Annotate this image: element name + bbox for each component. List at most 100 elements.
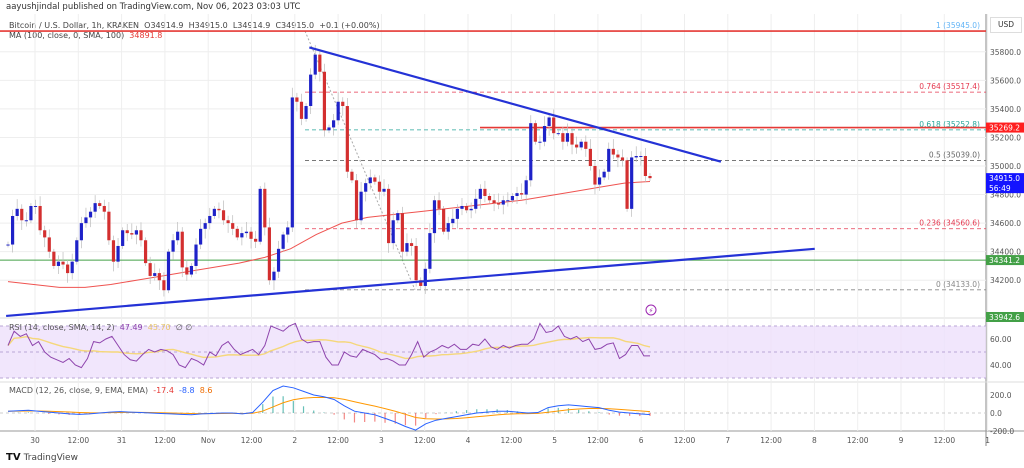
price-tick-label: 35200.0: [990, 133, 1021, 142]
candle-up: [33, 205, 38, 207]
time-tick-label: 12:00: [414, 436, 436, 445]
candle-up: [396, 213, 400, 221]
candle-up: [134, 230, 138, 235]
candle-up: [542, 126, 547, 142]
candle-down: [254, 238, 258, 242]
candle-down: [102, 205, 106, 212]
brand-name: TradingView: [23, 452, 78, 463]
candle-down: [593, 166, 597, 185]
candle-down: [483, 188, 487, 196]
candle-up: [258, 188, 262, 242]
candle-down: [552, 117, 556, 134]
candle-down: [47, 237, 51, 252]
ma-label[interactable]: MA (100, close, 0, SMA, 100): [9, 31, 125, 40]
price-tick-label: 35400.0: [990, 105, 1021, 114]
time-tick-label: 12:00: [587, 436, 609, 445]
macd-label[interactable]: MACD (12, 26, close, 9, EMA, EMA): [9, 386, 149, 395]
macd-signal-line: [7, 396, 651, 420]
candle-up: [556, 133, 560, 135]
candle-down: [570, 133, 574, 145]
candle-up: [286, 227, 290, 235]
fib-level-label: 0 (34133.0): [936, 280, 980, 289]
candle-up: [93, 203, 97, 212]
candle-down: [377, 181, 382, 192]
time-tick-label: 8: [812, 436, 817, 445]
candle-down: [442, 208, 446, 232]
candle-down: [497, 203, 501, 205]
candle-up: [240, 233, 244, 238]
candle-down: [625, 160, 629, 209]
macd-line-legend: -8.8: [179, 386, 195, 395]
publisher-caption: aayushjindal published on TradingView.co…: [6, 2, 301, 12]
candle-down: [373, 177, 377, 182]
rsi-ma-value: 45.70: [147, 323, 171, 332]
candle-down: [520, 193, 524, 195]
candle-up: [171, 240, 175, 252]
time-tick-label: Nov: [201, 436, 216, 445]
macd-line: [7, 385, 651, 431]
candle-up: [6, 244, 10, 246]
candle-up: [382, 188, 386, 192]
candle-down: [299, 101, 304, 119]
candle-down: [221, 210, 226, 221]
rsi-tick-label: 40.00: [990, 361, 1012, 370]
symbol-name[interactable]: Bitcoin / U.S. Dollar, 1h, KRAKEN: [9, 21, 140, 30]
candle-down: [575, 144, 579, 148]
candle-down: [616, 154, 620, 158]
rsi-legend: RSI (14, close, SMA, 14, 2) 47.49 45.70 …: [9, 323, 192, 332]
candle-up: [423, 268, 427, 286]
candle-up: [24, 220, 28, 222]
time-tick-label: 1: [985, 436, 990, 445]
candle-up: [153, 273, 157, 276]
candle-down: [419, 280, 423, 286]
candle-up: [276, 248, 281, 272]
candle-up: [116, 245, 120, 262]
rsi-extra: ∅ ∅: [175, 323, 193, 332]
candle-down: [98, 203, 102, 206]
macd-signal-legend: 8.6: [199, 386, 213, 395]
candle-up: [432, 200, 437, 234]
candle-down: [226, 220, 230, 224]
candle-up: [272, 271, 276, 281]
candle-down: [588, 148, 592, 166]
candle-up: [565, 133, 570, 142]
fib-level-label: 0.764 (35517.4): [919, 82, 980, 91]
candle-down: [643, 156, 648, 176]
ma-value: 34891.8: [129, 31, 163, 40]
macd-tick-label: 0.0: [990, 409, 1002, 418]
time-tick-label: 5: [552, 436, 557, 445]
candle-up: [336, 101, 340, 121]
candle-up: [639, 156, 643, 158]
fib-level-label: 1 (35945.0): [936, 21, 980, 30]
candle-up: [368, 177, 372, 184]
candle-up: [460, 205, 464, 209]
candle-down: [185, 267, 189, 275]
fib-level-label: 0.5 (35039.0): [929, 150, 980, 159]
lightning-icon: [645, 304, 657, 316]
candle-up: [469, 208, 473, 211]
candle-down: [130, 233, 134, 235]
tradingview-logo[interactable]: TV TradingView: [6, 452, 78, 463]
candle-up: [70, 261, 74, 274]
candle-down: [437, 200, 441, 209]
price-badge-label: 34915.0: [989, 174, 1020, 183]
candle-down: [125, 230, 129, 234]
candle-up: [244, 231, 249, 234]
candle-up: [579, 141, 583, 148]
price-badge-label: 35269.2: [989, 124, 1020, 133]
price-tick-label: 35000.0: [990, 162, 1021, 171]
price-badge: [986, 122, 1024, 133]
candle-down: [235, 228, 239, 238]
time-tick-label: 12:00: [847, 436, 869, 445]
candle-up: [313, 54, 317, 75]
time-tick-label: 9: [899, 436, 904, 445]
fib-trend-line: [304, 30, 416, 291]
currency-button[interactable]: USD: [990, 17, 1022, 33]
candle-up: [359, 191, 363, 221]
candle-up: [56, 261, 61, 266]
candle-down: [414, 245, 418, 281]
rsi-label[interactable]: RSI (14, close, SMA, 14, 2): [9, 323, 115, 332]
candle-down: [464, 205, 469, 211]
candle-up: [630, 157, 634, 209]
